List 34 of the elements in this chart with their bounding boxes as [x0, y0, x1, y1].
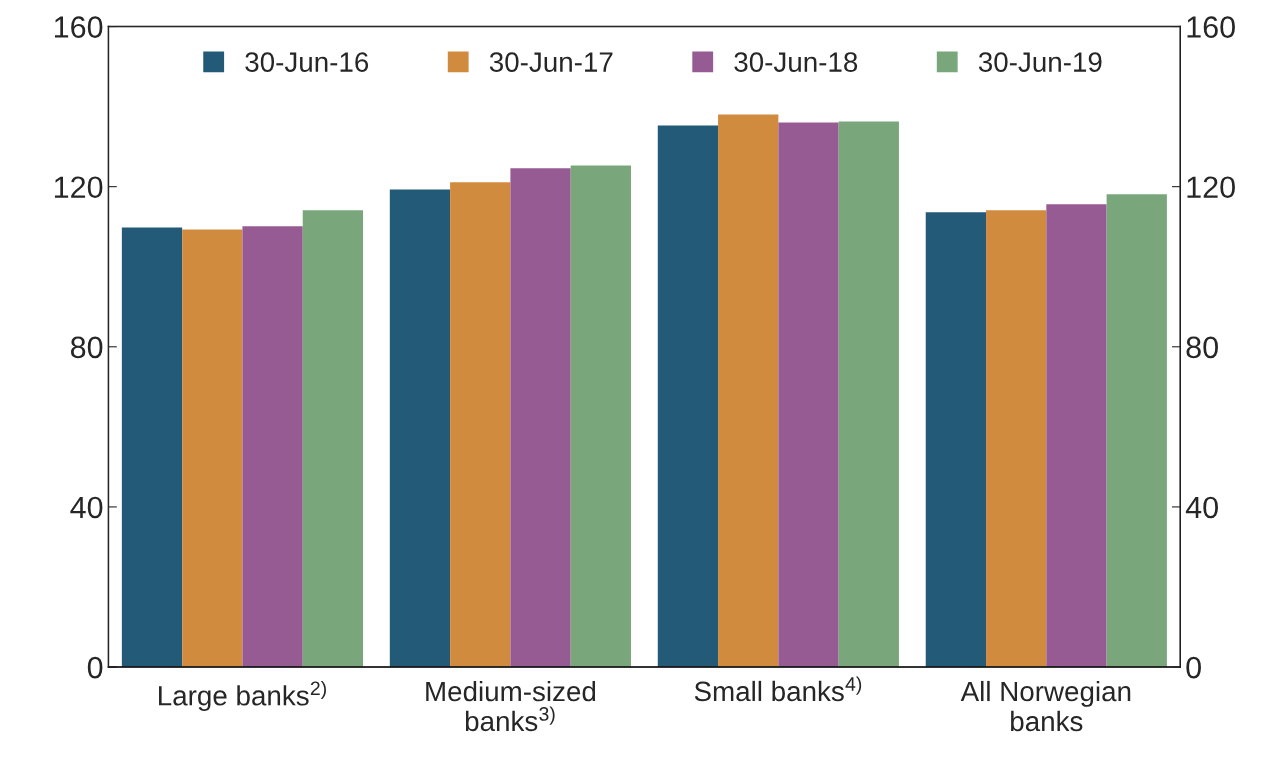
y2-tick-label: 40 [1185, 496, 1218, 519]
y-tick-label: 0 [87, 656, 103, 679]
y2-tick-label: 160 [1187, 16, 1235, 38]
bar [718, 114, 779, 668]
bar [986, 210, 1047, 668]
bar [121, 227, 183, 668]
legend-label: 30-Jun-19 [978, 52, 1102, 72]
y2-tick-label: 120 [1187, 176, 1235, 199]
bar [1106, 194, 1167, 668]
bar [302, 210, 364, 668]
bar [510, 168, 571, 668]
legend-label: 30-Jun-17 [489, 52, 613, 72]
bar [182, 229, 243, 668]
x-tick-label: All Norwegian banks [960, 680, 1131, 732]
y2-tick-label: 0 [1186, 656, 1201, 679]
bar [925, 212, 987, 668]
bar [389, 189, 451, 668]
bar [450, 182, 511, 668]
bar [1046, 204, 1107, 668]
y2-tick-label: 80 [1186, 336, 1218, 359]
legend-label: 30-Jun-18 [734, 52, 858, 72]
x-tick-label: Medium-sized banks$^{3)}$ [426, 680, 596, 732]
x-tick-label: Small banks$^{4)}$ [694, 676, 862, 702]
y-tick-label: 80 [70, 336, 103, 359]
legend-label: 30-Jun-16 [245, 52, 369, 72]
bar [570, 165, 631, 668]
bar [242, 226, 303, 668]
bar [838, 121, 899, 668]
y-tick-label: 40 [70, 496, 103, 519]
bar [657, 125, 719, 668]
x-tick-label: Large banks$^{2)}$ [159, 680, 326, 712]
y-tick-label: 120 [54, 176, 103, 199]
bar [778, 122, 839, 668]
y-tick-label: 160 [54, 16, 103, 38]
